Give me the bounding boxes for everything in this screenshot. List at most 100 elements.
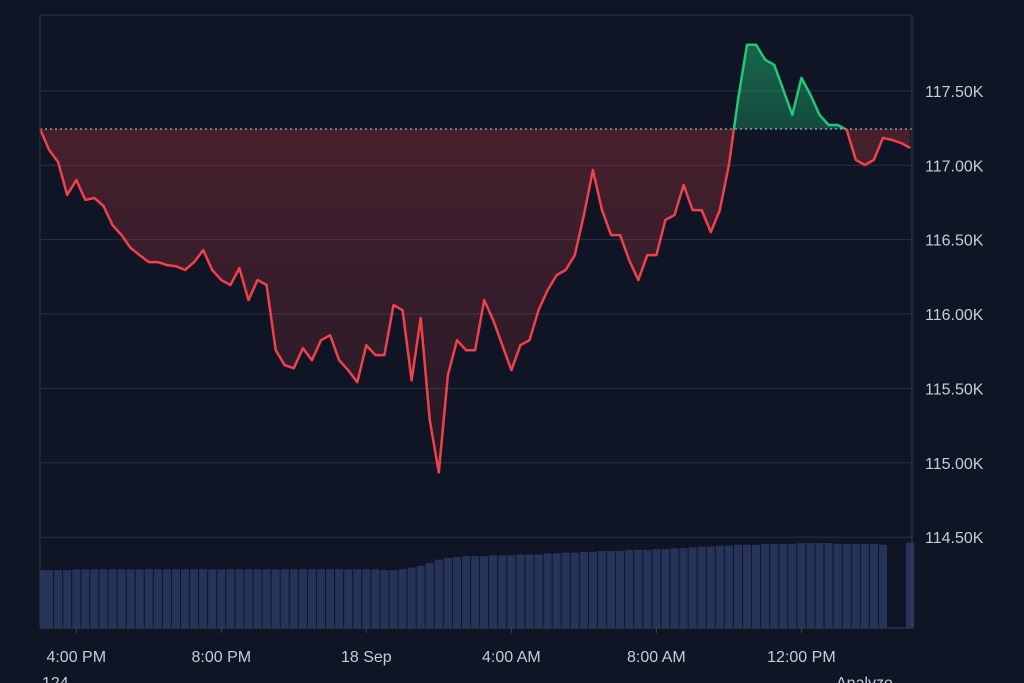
volume-bar <box>507 555 516 628</box>
volume-bar <box>289 569 298 628</box>
volume-bar <box>643 550 652 628</box>
volume-bar <box>688 547 697 628</box>
volume-bar <box>253 569 262 628</box>
volume-bar <box>280 569 289 628</box>
volume-bar <box>199 569 208 628</box>
volume-bar <box>180 569 190 628</box>
footer-left: 124 <box>42 675 69 683</box>
volume-bar <box>661 549 670 628</box>
volume-bar <box>461 556 471 628</box>
volume-bar <box>316 569 326 628</box>
volume-bar <box>307 569 316 628</box>
volume-bar <box>616 550 625 628</box>
volume-bar <box>135 569 144 628</box>
footer-right[interactable]: Analyze <box>836 675 893 683</box>
volume-bar <box>561 552 570 628</box>
volume-bar <box>697 546 706 628</box>
y-tick-label: 117.50K <box>925 84 984 101</box>
volume-bar <box>498 555 507 628</box>
price-line <box>38 43 911 474</box>
volume-bar <box>715 545 724 628</box>
volume-bar <box>670 548 679 628</box>
volume-bar <box>634 550 643 628</box>
volume-bar <box>99 569 108 628</box>
volume-bar <box>752 544 761 628</box>
volume-bar <box>362 569 371 628</box>
volume-bar <box>679 548 688 628</box>
volume-bar <box>489 555 498 628</box>
y-tick-label: 115.50K <box>925 381 984 398</box>
volume-bar <box>398 569 407 628</box>
volume-bar <box>842 543 851 628</box>
volume-bar <box>625 550 634 628</box>
y-tick-label: 117.00K <box>925 158 984 175</box>
x-tick-label: 8:00 AM <box>627 649 686 666</box>
volume-bar <box>81 569 90 628</box>
volume-bar <box>416 565 425 628</box>
volume-bar <box>54 570 63 628</box>
price-area <box>40 44 911 473</box>
volume-bar <box>271 569 280 628</box>
volume-bar <box>742 544 752 628</box>
volume-bar <box>407 567 416 628</box>
volume-bar <box>425 563 434 628</box>
volume-bar <box>652 549 661 628</box>
x-tick-label: 18 Sep <box>341 649 392 666</box>
y-tick-label: 114.50K <box>925 530 984 547</box>
volume-bar <box>126 569 135 628</box>
volume-bar <box>108 569 117 628</box>
volume-bar <box>543 553 552 628</box>
volume-bar <box>344 569 353 628</box>
volume-bar <box>607 550 616 628</box>
volume-bar <box>90 569 99 628</box>
volume-bar <box>806 543 815 628</box>
volume-bar <box>480 556 489 628</box>
volume-bar <box>353 569 362 628</box>
y-tick-label: 116.50K <box>925 233 984 250</box>
volume-bar <box>860 543 869 628</box>
volume-bar <box>770 543 779 628</box>
volume-bar <box>443 557 452 628</box>
volume-bar <box>162 569 171 628</box>
x-tick-label: 4:00 PM <box>46 649 106 666</box>
volume-bar <box>217 569 226 628</box>
volume-bar <box>226 569 235 628</box>
volume-bar <box>788 543 797 628</box>
volume-bar <box>552 553 561 628</box>
volume-bar <box>45 570 54 628</box>
volume-bar <box>434 559 443 628</box>
volume-bar <box>797 543 806 628</box>
y-tick-label: 115.00K <box>925 456 984 473</box>
x-tick-label: 8:00 PM <box>191 649 251 666</box>
volume-bar <box>40 570 49 628</box>
y-tick-label: 116.00K <box>925 307 984 324</box>
volume-bar <box>298 569 307 628</box>
volume-bar <box>724 545 733 628</box>
volume-bar <box>516 554 525 628</box>
volume-bar <box>869 543 878 628</box>
volume-bar <box>534 554 543 628</box>
x-tick-label: 12:00 PM <box>767 649 835 666</box>
volume-bar <box>371 569 380 628</box>
volume-bar <box>190 569 199 628</box>
volume-bar <box>588 551 597 628</box>
x-tick-label: 4:00 AM <box>482 649 541 666</box>
volume-bar <box>389 570 398 628</box>
volume-bar <box>597 550 607 628</box>
volume-bar <box>171 569 180 628</box>
volume-bar <box>733 544 742 628</box>
volume-bar <box>906 543 915 628</box>
volume-bar <box>235 569 244 628</box>
volume-bar <box>63 570 72 628</box>
volume-bar <box>779 543 788 628</box>
volume-bar <box>761 543 770 628</box>
volume-bar <box>335 569 344 628</box>
volume-bar <box>525 554 534 628</box>
volume-bar <box>706 546 715 628</box>
volume-bar <box>878 544 888 628</box>
volume-bar <box>153 569 162 628</box>
volume-bar <box>471 556 480 628</box>
volume-bar <box>72 569 81 628</box>
